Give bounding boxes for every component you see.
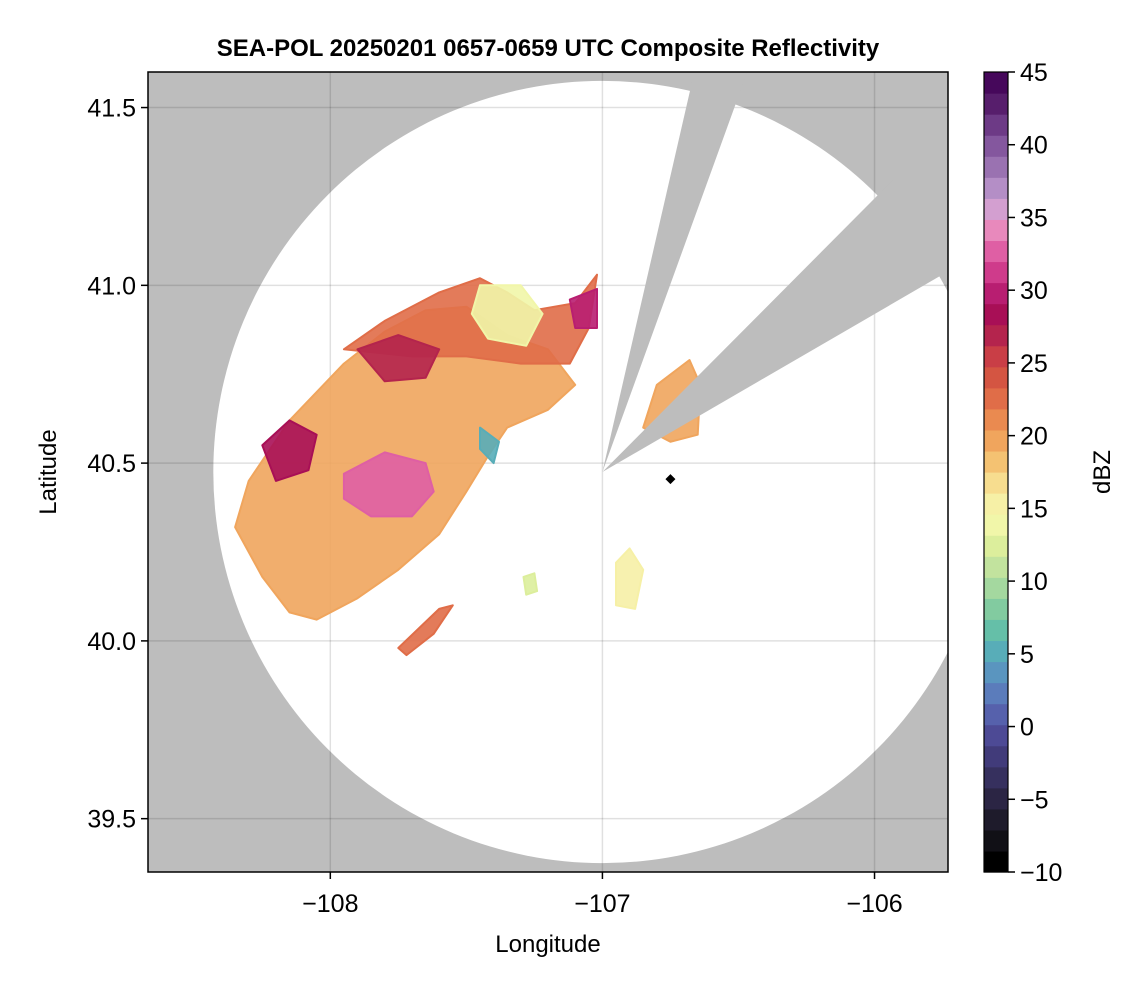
colorbar-tick-label: 5 [1020,641,1034,669]
colorbar-swatch [984,850,1008,873]
y-tick-label: 41.0 [87,272,136,300]
y-tick-label: 39.5 [87,806,136,834]
colorbar-swatch [984,366,1008,389]
echo-region-south-band [397,604,454,657]
colorbar-swatch [984,745,1008,768]
plot-area [148,72,948,872]
y-axis: 39.5 40.0 40.5 41.0 41.5 [87,95,148,834]
echo-region-south-cell-1 [615,547,645,610]
radar-site-marker [665,474,676,485]
colorbar-swatch [984,493,1008,515]
colorbar-swatch [984,324,1008,347]
colorbar-swatch [984,556,1008,578]
colorbar-swatch [984,177,1008,199]
colorbar-swatch [984,829,1008,852]
colorbar-tick-label: −5 [1020,786,1049,814]
colorbar-tick-label: 45 [1020,59,1048,87]
colorbar-swatch [984,219,1008,242]
y-tick-label: 40.0 [87,628,136,656]
colorbar-tick-label: 35 [1020,204,1048,232]
echo-region-blue-edge [479,426,500,465]
colorbar-swatch [984,114,1008,136]
x-tick-label: −106 [846,890,902,918]
colorbar-tick-label: 15 [1020,495,1048,523]
colorbar-swatch [984,535,1008,557]
colorbar-swatch [984,387,1008,410]
echo-region-rim-core [568,287,598,329]
echo-region-north-core [356,334,441,383]
y-tick-label: 40.5 [87,450,136,478]
colorbar-swatch [984,240,1008,263]
colorbar-frame [983,71,1009,873]
colorbar-swatch [984,808,1008,831]
colorbar-swatch [984,282,1008,305]
chart-title: SEA-POL 20250201 0657-0659 UTC Composite… [217,35,880,62]
colorbar-tick-label: 20 [1020,423,1048,451]
echo-region-central-core [342,451,435,518]
colorbar-tick-label: 40 [1020,132,1048,160]
echo-region-west-core [261,419,318,482]
colorbar-tick-label: 25 [1020,350,1048,378]
colorbar-swatch [984,303,1008,326]
echo-region-green-patch [470,284,544,347]
colorbar-swatch [984,72,1008,94]
colorbar-swatch [984,766,1008,789]
colorbar-swatch [984,619,1008,642]
colorbar-swatch [984,408,1008,431]
colorbar-label: dBZ [1089,450,1116,494]
colorbar-tick-label: −10 [1020,859,1062,887]
colorbar-swatch [984,598,1008,620]
colorbar-swatch [984,156,1008,178]
colorbar-swatch [984,640,1008,663]
x-tick-label: −108 [302,890,358,918]
echo-region-south-cell-2 [522,572,539,596]
blocked-sector [602,140,948,472]
x-axis: −108 −107 −106 [302,872,903,918]
colorbar-swatch [984,429,1008,452]
colorbar-swatch [984,661,1008,684]
colorbar-swatch [984,198,1008,220]
colorbar-swatch [984,682,1008,705]
y-axis-label: Latitude [35,429,62,514]
colorbar: −10 −5 0 5 10 15 20 25 30 35 40 45 [983,59,1062,887]
colorbar-swatch [984,261,1008,284]
colorbar-swatch [984,577,1008,599]
x-tick-label: −107 [574,890,630,918]
x-axis-label: Longitude [495,931,600,958]
colorbar-swatch [984,135,1008,157]
colorbar-swatch [984,514,1008,536]
radar-coverage [213,81,948,863]
colorbar-tick-label: 10 [1020,568,1048,596]
colorbar-swatch [984,472,1008,494]
colorbar-tick-label: 0 [1020,714,1034,742]
plot-frame [147,71,949,873]
colorbar-swatch [984,450,1008,473]
blocked-sector [602,72,748,472]
colorbar-swatch [984,703,1008,726]
colorbar-swatch [984,93,1008,115]
colorbar-swatch [984,345,1008,368]
colorbar-swatch [984,724,1008,747]
colorbar-swatch [984,787,1008,810]
y-tick-label: 41.5 [87,95,136,123]
colorbar-tick-label: 30 [1020,277,1048,305]
